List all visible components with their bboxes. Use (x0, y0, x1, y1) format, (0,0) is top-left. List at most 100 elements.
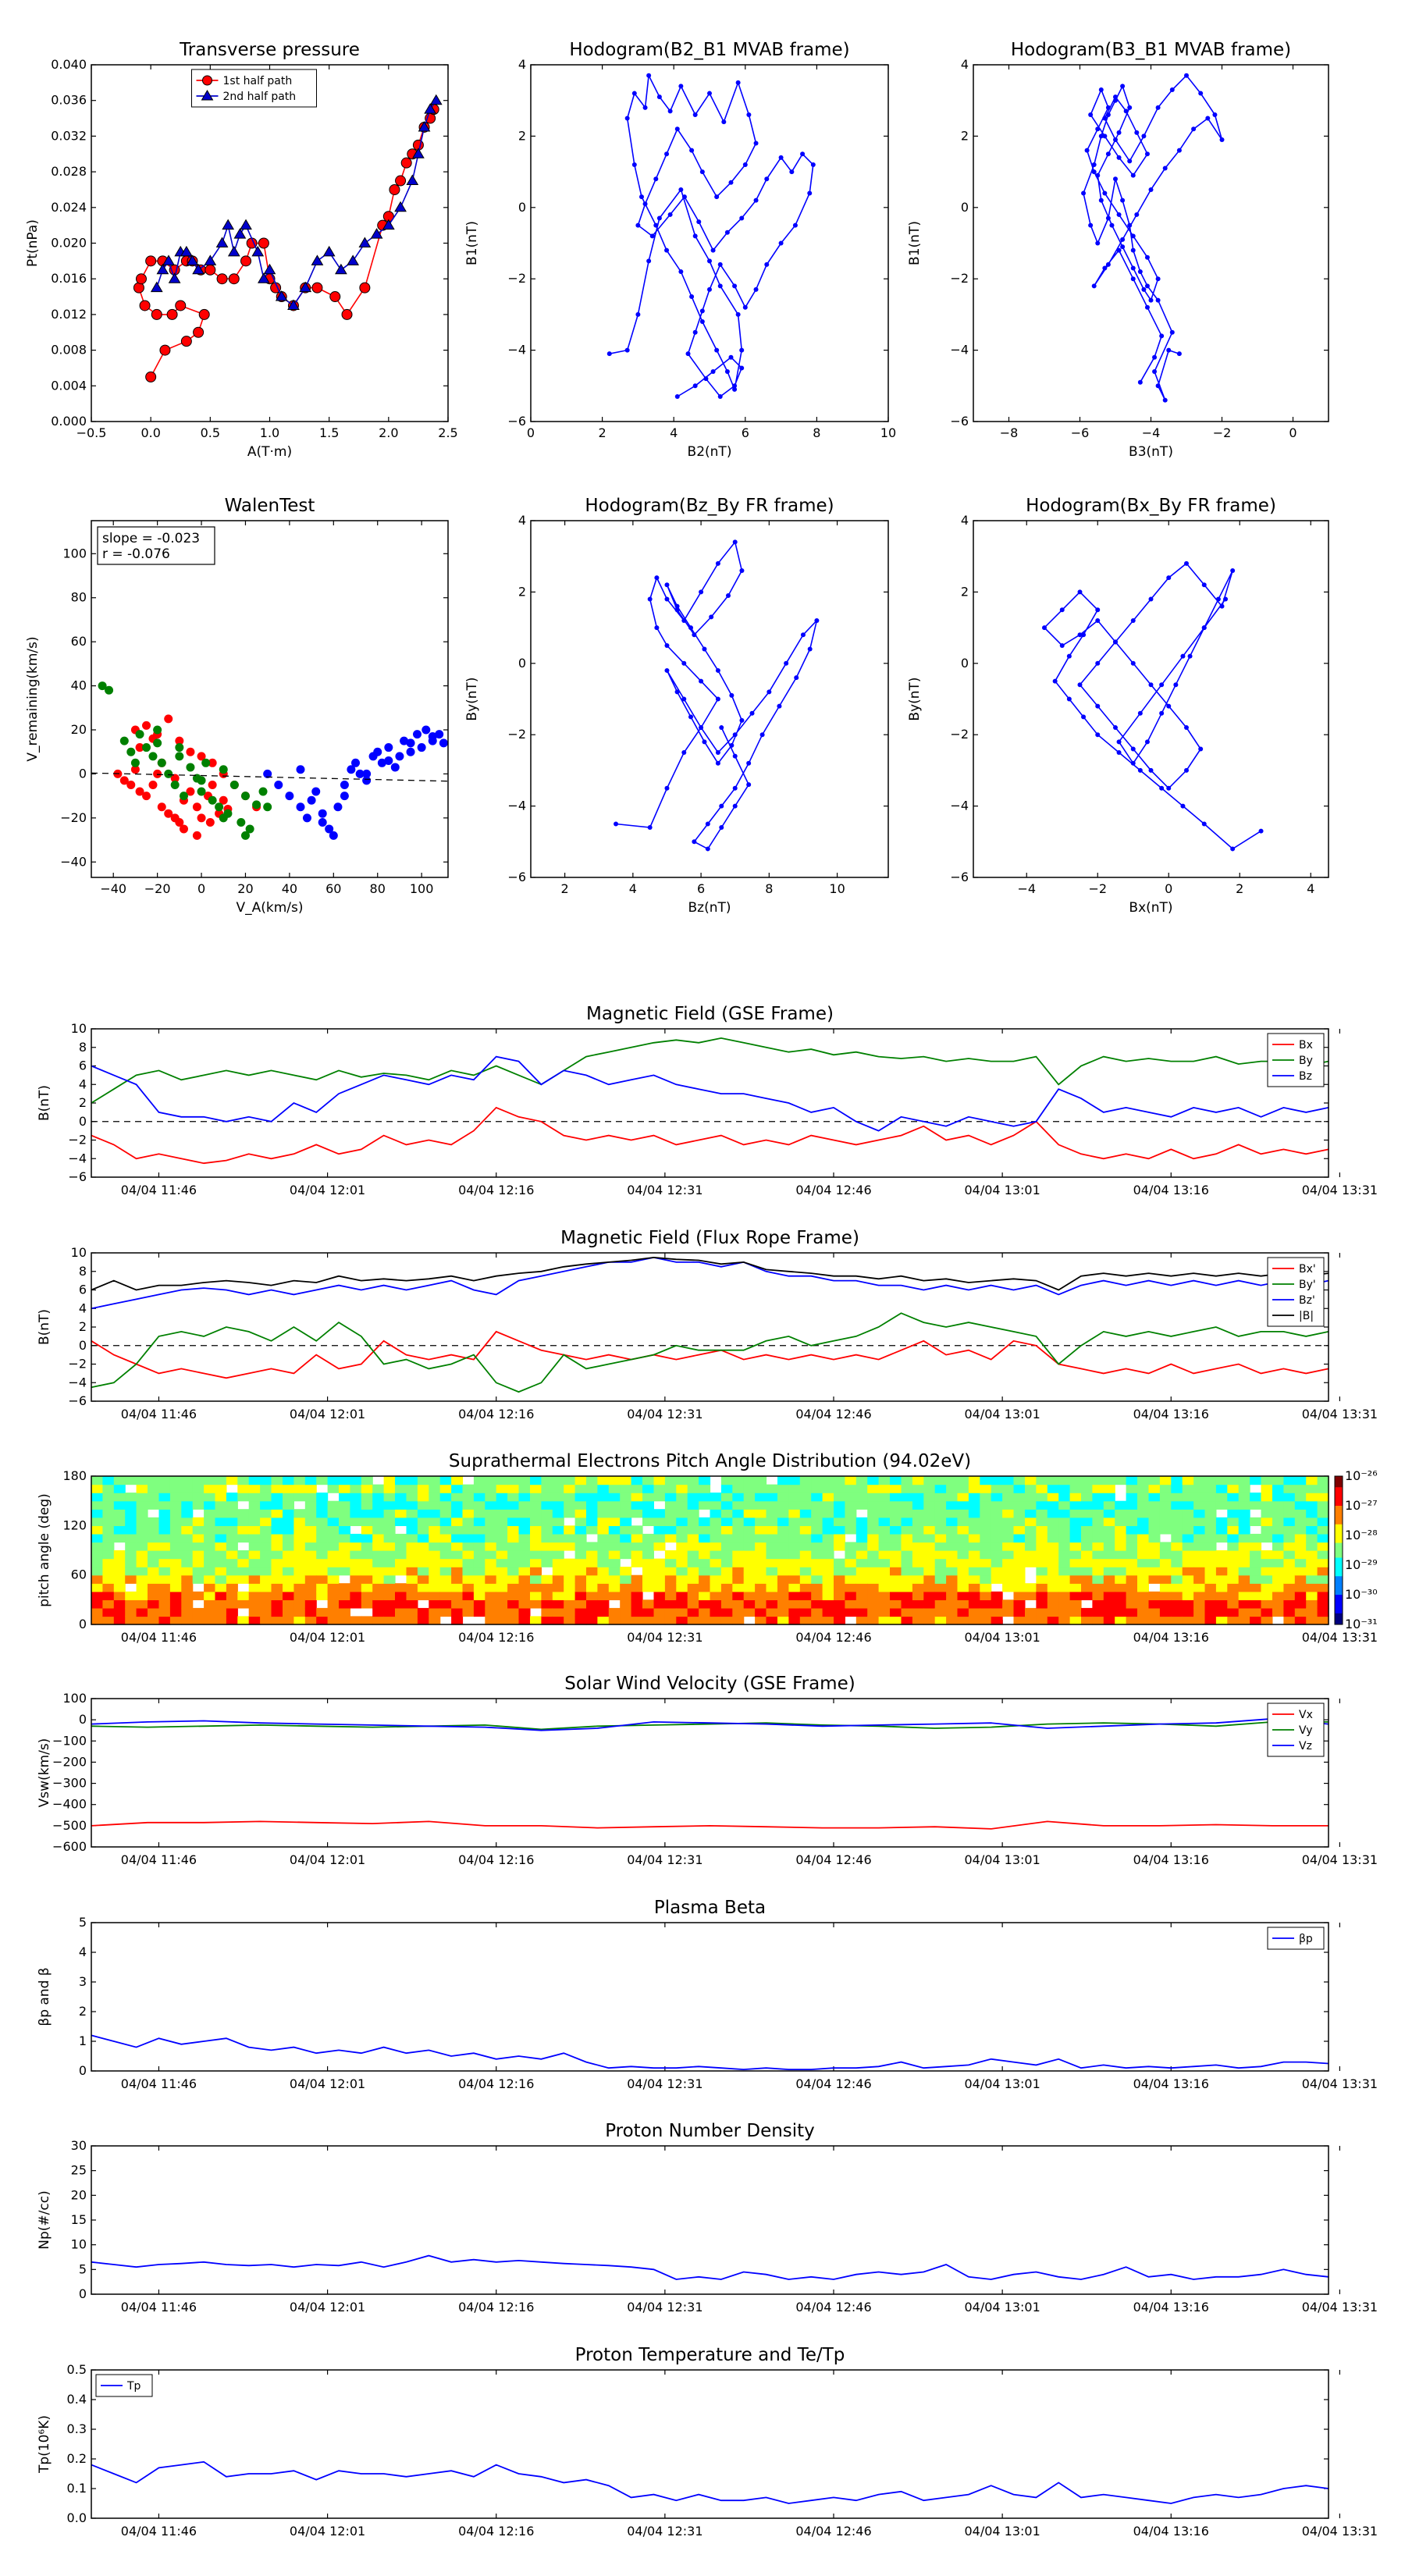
heat-cell (1238, 1558, 1250, 1567)
heat-cell (248, 1607, 261, 1617)
heat-cell (687, 1476, 699, 1485)
y-tick-label: 4 (961, 57, 969, 72)
heat-cell (732, 1484, 745, 1493)
heat-cell (339, 1493, 350, 1502)
heat-cell (923, 1583, 936, 1592)
x-tick-label: 04/04 12:01 (290, 1183, 365, 1197)
heat-cell (980, 1607, 992, 1617)
heat-cell (788, 1500, 801, 1510)
heat-cell (980, 1525, 992, 1535)
heat-cell (113, 1500, 126, 1510)
heat-cell (361, 1550, 373, 1560)
heat-cell (1047, 1616, 1059, 1625)
heat-cell (485, 1591, 497, 1600)
heat-cell (1317, 1493, 1329, 1502)
heat-cell (1115, 1583, 1127, 1592)
heat-cell (980, 1500, 992, 1510)
heat-cell (237, 1517, 250, 1526)
scatter-point (428, 731, 437, 741)
heat-cell (339, 1599, 350, 1609)
heat-cell (901, 1500, 913, 1510)
heat-cell (406, 1542, 418, 1551)
heat-cell (1227, 1591, 1240, 1600)
heat-cell (518, 1591, 531, 1600)
heat-cell (271, 1493, 283, 1502)
heat-cell (1047, 1542, 1059, 1551)
heat-cell (1115, 1567, 1127, 1576)
heat-cell (1227, 1500, 1240, 1510)
heat-cell (1193, 1517, 1206, 1526)
heat-cell (1069, 1583, 1082, 1592)
scatter-point (215, 802, 224, 812)
heat-cell (834, 1517, 845, 1526)
heat-cell (530, 1493, 542, 1502)
heat-cell (1261, 1517, 1273, 1526)
x-tick-label: 04/04 13:16 (1133, 1407, 1209, 1421)
heat-cell (957, 1525, 969, 1535)
heat-cell (968, 1525, 980, 1535)
heat-cell (1182, 1558, 1194, 1567)
heat-cell (720, 1542, 733, 1551)
y-tick-label: −600 (52, 1839, 87, 1854)
heat-cell (1002, 1567, 1015, 1576)
data-point (1116, 750, 1122, 756)
heat-cell (429, 1484, 441, 1493)
heat-cell (732, 1476, 745, 1485)
heat-cell (383, 1583, 396, 1592)
heat-cell (822, 1599, 834, 1609)
heat-cell (395, 1550, 407, 1560)
heat-cell (912, 1542, 924, 1551)
heat-cell (608, 1476, 621, 1485)
data-point (646, 73, 652, 78)
heat-cell (372, 1542, 385, 1551)
data-point (692, 383, 698, 389)
heat-cell (1137, 1599, 1149, 1609)
heat-cell (1058, 1567, 1071, 1576)
heat-cell (1193, 1583, 1206, 1592)
heat-cell (91, 1574, 103, 1584)
heat-cell (923, 1599, 936, 1609)
legend-box (191, 69, 317, 108)
heat-cell (260, 1599, 272, 1609)
data-point (358, 237, 372, 247)
heat-cell (192, 1484, 205, 1493)
data-point (341, 308, 353, 320)
heat-cell (574, 1493, 587, 1502)
heat-cell (1182, 1509, 1194, 1518)
heat-cell (237, 1616, 250, 1625)
data-point (710, 247, 716, 253)
heat-cell (1306, 1509, 1318, 1518)
heat-cell (1058, 1550, 1071, 1560)
heat-cell (417, 1493, 429, 1502)
data-point (606, 351, 612, 357)
data-point (240, 219, 252, 230)
heat-cell (1002, 1607, 1015, 1617)
heat-cell (361, 1509, 373, 1518)
heat-cell (1227, 1616, 1240, 1625)
heat-cell (743, 1493, 756, 1502)
heat-cell (507, 1591, 520, 1600)
heat-cell (1025, 1607, 1037, 1617)
data-point (1102, 116, 1108, 121)
heat-cell (1294, 1550, 1307, 1560)
heat-cell (676, 1493, 688, 1502)
heat-cell (867, 1616, 880, 1625)
heat-cell (339, 1550, 350, 1560)
data-point (1095, 617, 1101, 623)
heat-cell (518, 1533, 531, 1543)
heat-cell (1193, 1476, 1206, 1485)
heat-cell (586, 1583, 598, 1592)
plot-frame (530, 64, 889, 422)
heat-cell (327, 1500, 340, 1510)
heat-cell (451, 1574, 464, 1584)
chart-title: Proton Number Density (605, 2121, 815, 2141)
heat-cell (1159, 1500, 1172, 1510)
heat-cell (429, 1476, 441, 1485)
heat-cell (1013, 1500, 1026, 1510)
heat-cell (1036, 1599, 1048, 1609)
heat-cell (1115, 1525, 1127, 1535)
heat-cell (934, 1509, 947, 1518)
x-tick-label: 10 (880, 425, 896, 440)
heat-cell (304, 1525, 317, 1535)
heat-cell (855, 1542, 868, 1551)
